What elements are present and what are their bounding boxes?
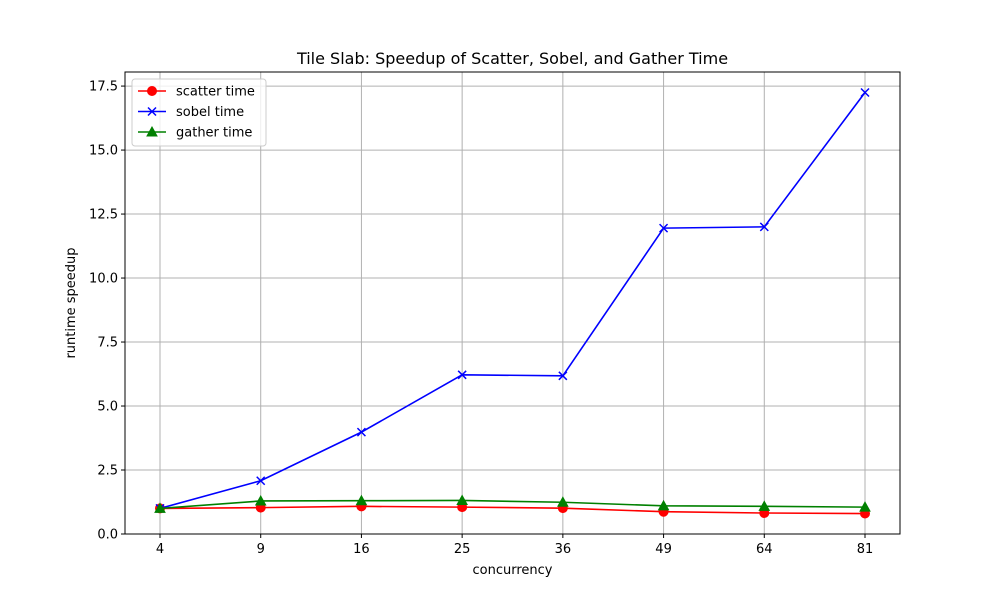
y-axis: 0.0 2.5 5.0 7.5 10.0 12.5 15.0 17.5	[89, 80, 125, 543]
x-tick-label: 64	[756, 542, 773, 557]
data-point-sobel-time	[457, 370, 467, 380]
legend: scatter time sobel time gather time	[131, 78, 267, 147]
x-axis-label: concurrency	[473, 563, 553, 578]
data-point-gather-time	[758, 500, 771, 511]
y-axis-label: runtime speedup	[64, 247, 79, 358]
x-tick-label: 9	[257, 542, 265, 557]
legend-box	[131, 78, 267, 147]
data-point-gather-time	[254, 494, 267, 506]
data-point-sobel-time	[659, 223, 669, 233]
data-point-gather-time	[456, 494, 468, 505]
x-tick-label: 25	[454, 542, 471, 557]
legend-label: sobel time	[176, 105, 244, 120]
legend-item-sobel-time: sobel time	[138, 105, 244, 120]
x-tick-label: 81	[857, 542, 874, 557]
data-point-gather-time	[657, 499, 670, 511]
legend-marker	[147, 106, 157, 117]
grid	[125, 72, 900, 535]
legend-marker	[147, 86, 157, 96]
data-point-gather-time	[557, 496, 569, 507]
data-point-sobel-time	[860, 87, 870, 98]
y-tick-label: 10.0	[89, 272, 118, 287]
y-tick-label: 5.0	[97, 400, 118, 415]
chart-title: Tile Slab: Speedup of Scatter, Sobel, an…	[296, 49, 728, 68]
series-line-sobel-time	[159, 91, 866, 510]
data-point-gather-time	[154, 502, 166, 513]
data-point-sobel-time	[759, 222, 769, 232]
x-axis: 4 9 16 25 36 49 64 81	[156, 534, 873, 557]
series-layer	[154, 87, 871, 519]
legend-label: scatter time	[176, 85, 255, 100]
data-point-sobel-time	[256, 476, 266, 486]
x-tick-label: 4	[156, 542, 164, 557]
y-tick-label: 15.0	[89, 144, 118, 159]
legend-item-scatter-time: scatter time	[138, 85, 255, 100]
data-point-gather-time	[355, 494, 368, 506]
y-tick-label: 17.5	[89, 80, 118, 95]
y-tick-label: 12.5	[89, 208, 118, 223]
plot-frame	[124, 71, 901, 535]
y-tick-label: 7.5	[97, 336, 118, 351]
x-tick-label: 16	[353, 542, 370, 557]
series-gather-time	[154, 494, 871, 513]
data-point-sobel-time	[356, 427, 366, 437]
data-point-gather-time	[859, 501, 871, 512]
series-sobel-time	[155, 87, 870, 513]
y-tick-label: 0.0	[97, 528, 118, 543]
legend-marker	[146, 125, 158, 137]
legend-label: gather time	[176, 126, 252, 141]
x-tick-label: 49	[655, 542, 672, 557]
data-point-sobel-time	[558, 371, 568, 381]
x-tick-label: 36	[555, 542, 572, 557]
series-line-gather-time	[159, 499, 866, 510]
legend-item-gather-time: gather time	[138, 126, 252, 141]
series-line-scatter-time	[159, 505, 866, 515]
y-tick-label: 2.5	[97, 464, 118, 479]
